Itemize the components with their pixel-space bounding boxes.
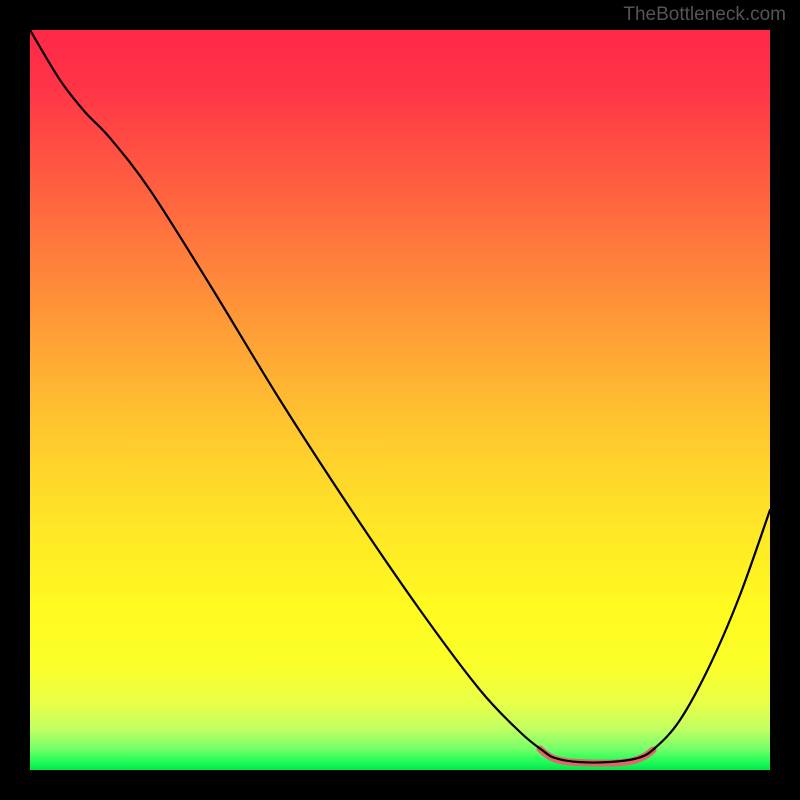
- chart-container: [30, 30, 770, 770]
- bottleneck-curve: [30, 30, 770, 763]
- curve-overlay: [30, 30, 770, 770]
- watermark-text: TheBottleneck.com: [623, 4, 786, 26]
- highlight-segment: [540, 749, 653, 763]
